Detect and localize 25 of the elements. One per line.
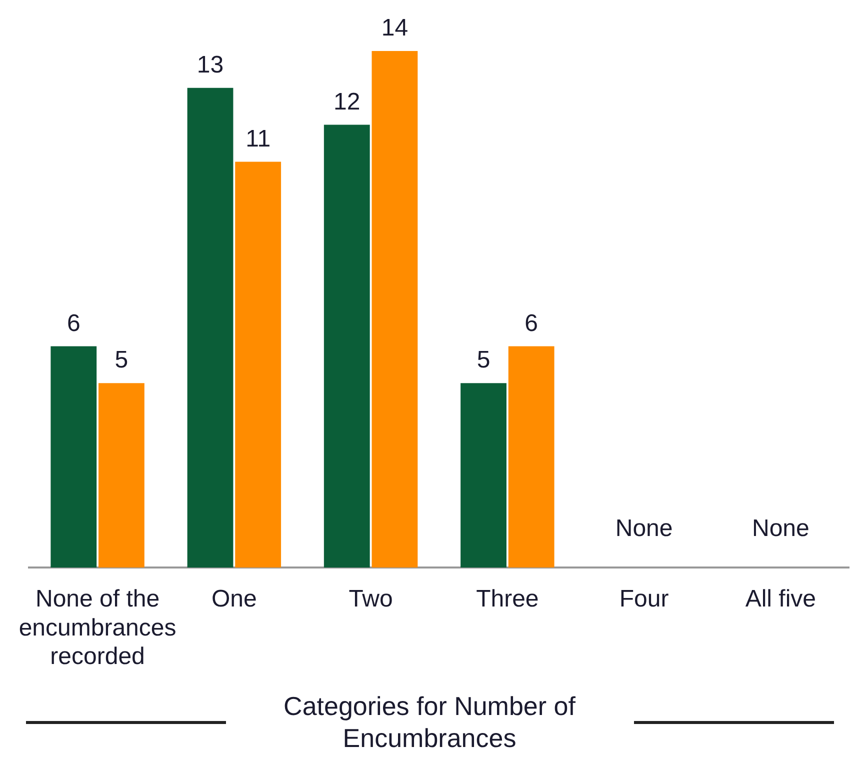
- data-label: 6: [524, 310, 538, 337]
- data-label: 12: [334, 88, 360, 116]
- data-label: 6: [66, 310, 80, 337]
- bar: [460, 383, 506, 568]
- x-axis-title: Categories for Number of Encumbrances: [282, 690, 576, 754]
- bar: [235, 162, 282, 568]
- bar: [324, 124, 370, 568]
- bar: [372, 50, 418, 568]
- x-tick-label: Three: [476, 586, 539, 613]
- bar: [187, 88, 234, 568]
- data-label: 5: [114, 346, 128, 374]
- data-label: 5: [476, 346, 490, 374]
- data-label: None: [615, 515, 673, 542]
- data-label: None: [752, 515, 810, 542]
- x-tick-label: All five: [745, 586, 816, 613]
- data-label: 11: [246, 125, 271, 152]
- x-tick-label: One: [211, 586, 257, 613]
- bar: [98, 383, 144, 568]
- x-tick-label: Four: [619, 586, 669, 613]
- bar: [50, 346, 97, 568]
- x-tick-label: None of the encumbrances recorded: [18, 586, 176, 670]
- bar: [508, 346, 554, 568]
- data-label: 13: [196, 52, 224, 79]
- data-label: 14: [381, 14, 408, 42]
- x-tick-label: Two: [348, 586, 393, 613]
